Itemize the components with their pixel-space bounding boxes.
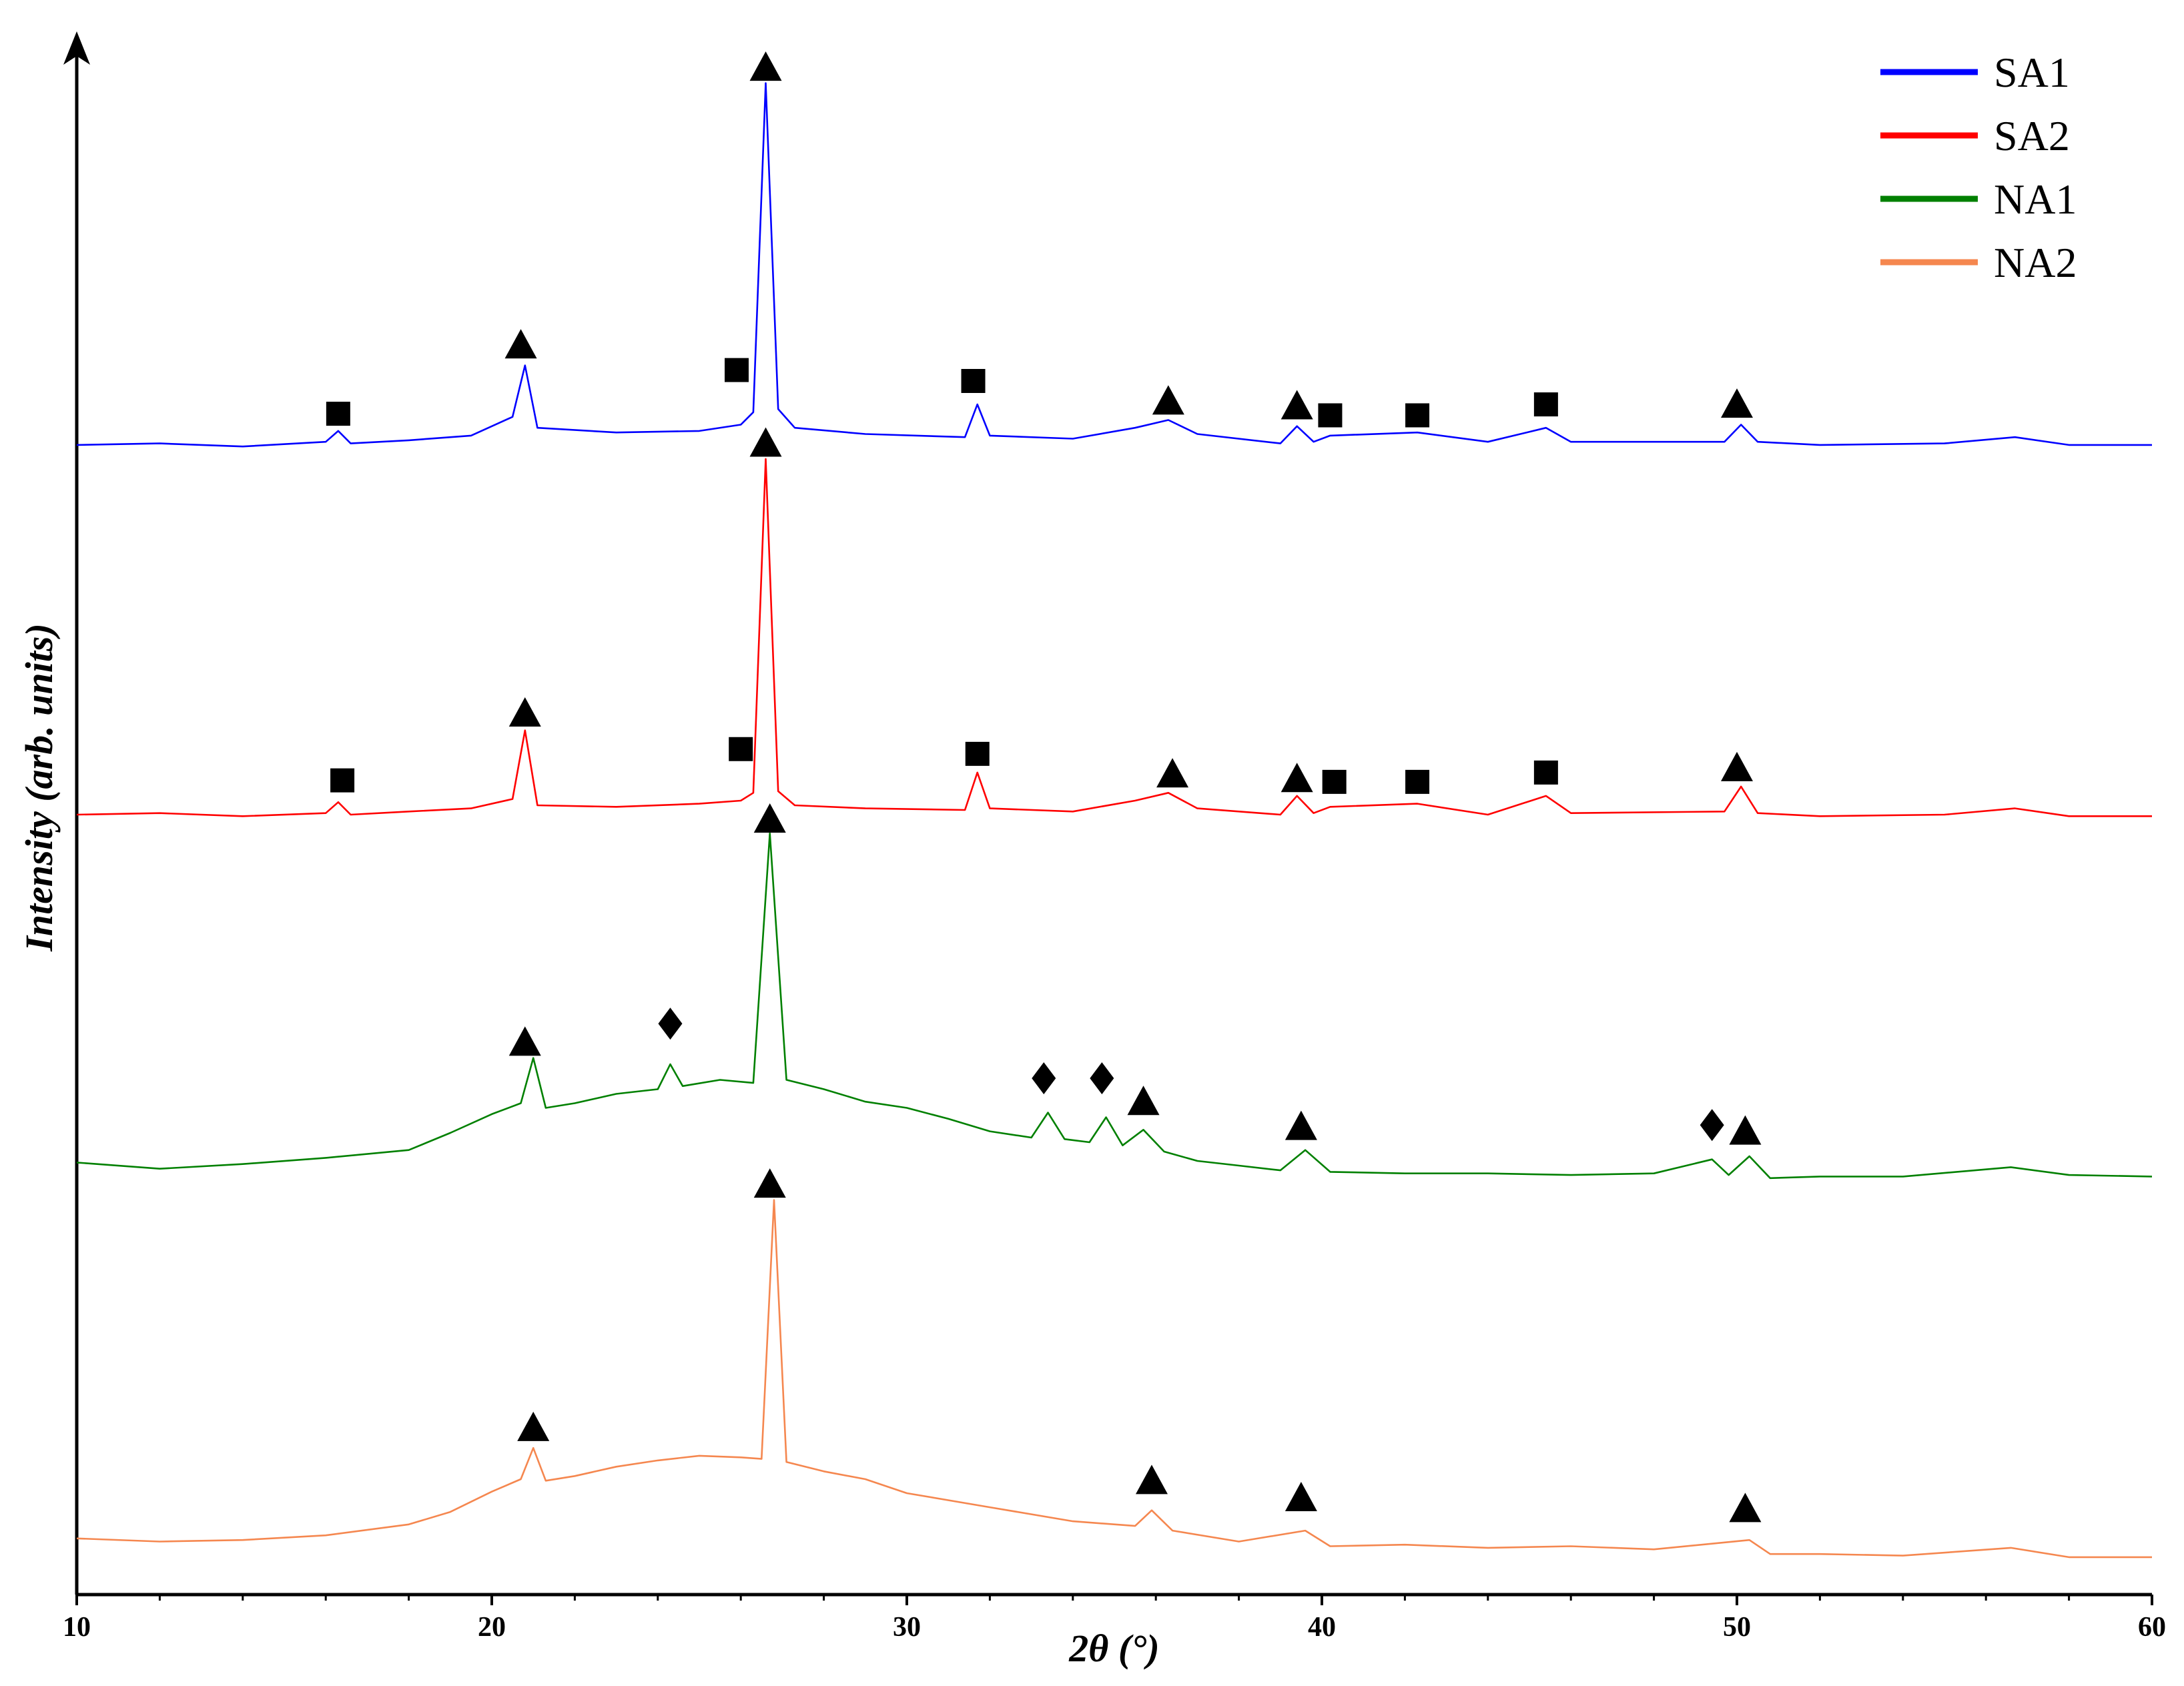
triangle-marker — [1152, 385, 1184, 415]
square-marker — [1322, 769, 1347, 794]
triangle-marker — [508, 697, 541, 727]
square-marker — [1318, 403, 1343, 428]
triangle-marker — [1721, 388, 1753, 418]
triangle-marker — [749, 427, 782, 457]
triangle-marker — [1281, 763, 1313, 793]
triangle-marker — [1285, 1110, 1317, 1140]
triangle-marker — [508, 1026, 541, 1056]
triangle-marker — [1127, 1086, 1160, 1116]
x-tick-label: 30 — [893, 1612, 921, 1643]
diamond-marker — [1700, 1109, 1724, 1142]
x-tick-label: 10 — [63, 1612, 91, 1643]
diamond-marker — [1090, 1062, 1114, 1095]
series-line — [76, 458, 2152, 817]
triangle-marker — [753, 803, 786, 833]
square-marker — [965, 741, 990, 766]
triangle-marker — [504, 329, 537, 359]
legend-label: NA2 — [1994, 239, 2077, 286]
diamond-marker — [658, 1007, 683, 1040]
x-tick-label: 60 — [2138, 1612, 2166, 1643]
square-marker — [729, 737, 753, 761]
triangle-marker — [753, 1168, 786, 1198]
square-marker — [1405, 403, 1430, 428]
triangle-marker — [1281, 390, 1313, 420]
square-marker — [1405, 769, 1430, 794]
triangle-marker — [1729, 1115, 1762, 1145]
triangle-marker — [1285, 1482, 1317, 1512]
x-tick-label: 40 — [1308, 1612, 1336, 1643]
diamond-marker — [1032, 1062, 1056, 1095]
y-axis-title: Intensity (arb. units) — [17, 623, 61, 952]
legend-label: NA1 — [1994, 175, 2077, 223]
series-line — [76, 1199, 2152, 1559]
x-axis-title: 2θ (°) — [1068, 1627, 1159, 1670]
legend-label: SA1 — [1994, 49, 2070, 96]
triangle-marker — [1721, 751, 1753, 781]
y-axis-arrow — [63, 31, 90, 65]
square-marker — [961, 369, 986, 394]
square-marker — [1533, 392, 1558, 417]
triangle-marker — [1156, 758, 1189, 788]
x-tick-label: 20 — [478, 1612, 506, 1643]
triangle-marker — [517, 1411, 550, 1441]
x-tick-label: 50 — [1723, 1612, 1751, 1643]
triangle-marker — [749, 51, 782, 81]
triangle-marker — [1729, 1493, 1762, 1523]
square-marker — [1533, 760, 1558, 785]
series-line — [76, 82, 2152, 448]
square-marker — [330, 768, 355, 793]
square-marker — [326, 402, 350, 426]
triangle-marker — [1135, 1464, 1168, 1495]
series-line — [76, 832, 2153, 1180]
square-marker — [724, 358, 749, 382]
legend-label: SA2 — [1994, 112, 2070, 159]
